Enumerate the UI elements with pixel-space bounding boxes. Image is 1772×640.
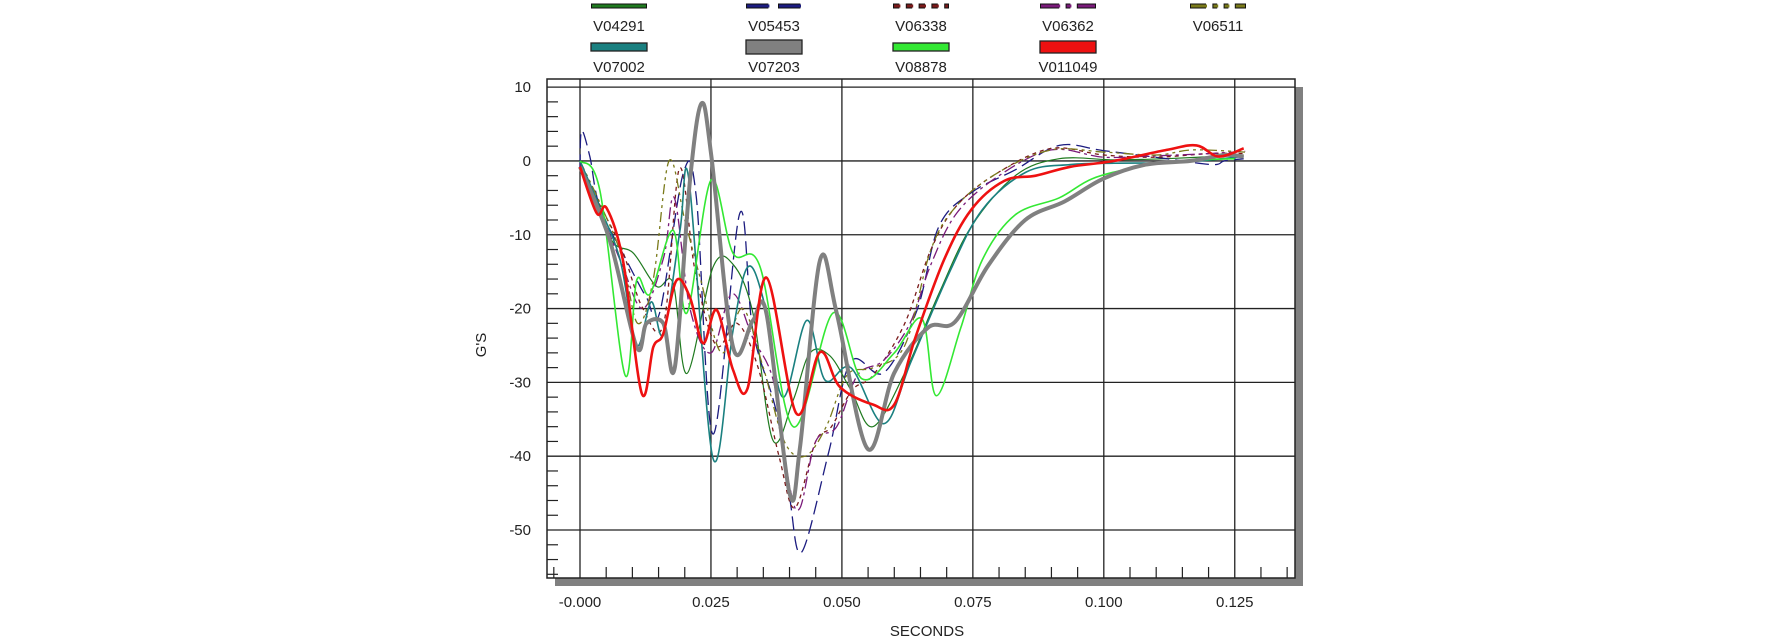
legend-label: V05453 bbox=[748, 18, 800, 35]
x-axis-label: SECONDS bbox=[890, 623, 964, 640]
legend-label: V06338 bbox=[895, 18, 947, 35]
legend-label: V08878 bbox=[895, 59, 947, 76]
legend-item-v06338[interactable]: V06338 bbox=[893, 3, 949, 35]
grid bbox=[547, 79, 1295, 578]
legend-label: V04291 bbox=[593, 18, 645, 35]
legend-item-v07002[interactable]: V07002 bbox=[590, 42, 648, 76]
minor-ticks bbox=[547, 101, 1288, 578]
legend-item-v011049[interactable]: V011049 bbox=[1039, 40, 1098, 76]
x-tick-label: -0.000 bbox=[559, 594, 602, 611]
y-tick-label: 0 bbox=[523, 153, 531, 170]
legend-item-v06362[interactable]: V06362 bbox=[1040, 3, 1096, 35]
legend-label: V07002 bbox=[593, 59, 645, 76]
y-tick-label: -50 bbox=[509, 522, 531, 539]
y-tick-label: -20 bbox=[509, 301, 531, 318]
series-line-v07203 bbox=[578, 100, 1244, 503]
x-tick-label: 0.100 bbox=[1085, 594, 1123, 611]
series-line-v04291 bbox=[579, 154, 1244, 444]
legend-label: V06362 bbox=[1042, 18, 1094, 35]
x-tick-label: 0.050 bbox=[823, 594, 861, 611]
series-line-v011049 bbox=[578, 143, 1245, 417]
legend: V04291 V05453 V06338 V06362 V06511 V07002 V072… bbox=[590, 3, 1246, 76]
legend-label: V07203 bbox=[748, 59, 800, 76]
series-line-v06338 bbox=[579, 147, 1246, 509]
x-tick-label: 0.125 bbox=[1216, 594, 1254, 611]
x-tick-label: 0.075 bbox=[954, 594, 992, 611]
y-axis-label: G'S bbox=[473, 333, 490, 358]
tick-labels: -0.000 0.025 0.050 0.075 0.100 0.125 10 0 -10 -20… bbox=[509, 79, 1253, 611]
y-tick-label: -10 bbox=[509, 227, 531, 244]
x-tick-label: 0.025 bbox=[692, 594, 730, 611]
legend-item-v08878[interactable]: V08878 bbox=[892, 42, 950, 76]
legend-swatch bbox=[1039, 40, 1097, 54]
series-lines bbox=[578, 100, 1246, 554]
y-tick-label: 10 bbox=[514, 79, 531, 96]
legend-label: V06511 bbox=[1193, 18, 1244, 35]
legend-item-v04291[interactable]: V04291 bbox=[591, 3, 647, 35]
y-tick-label: -30 bbox=[509, 374, 531, 391]
legend-label: V011049 bbox=[1039, 59, 1098, 76]
series-line-v08878 bbox=[579, 157, 1235, 428]
legend-swatch bbox=[590, 42, 648, 52]
legend-swatch bbox=[892, 42, 950, 52]
legend-item-v07203[interactable]: V07203 bbox=[745, 39, 803, 76]
legend-swatch bbox=[745, 39, 803, 55]
y-tick-label: -40 bbox=[509, 448, 531, 465]
legend-item-v05453[interactable]: V05453 bbox=[746, 3, 802, 35]
legend-item-v06511[interactable]: V06511 bbox=[1190, 3, 1246, 35]
